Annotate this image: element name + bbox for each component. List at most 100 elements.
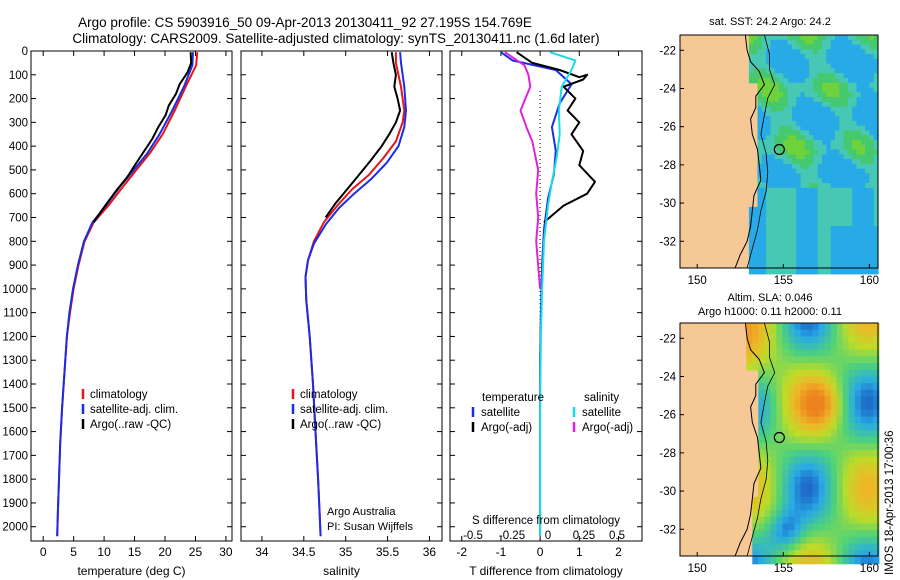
- map-cell: [783, 140, 789, 146]
- map-cell: [779, 39, 784, 46]
- map-cell: [791, 92, 797, 98]
- map-cell: [809, 235, 814, 241]
- map-cell: [854, 536, 862, 545]
- map-cell: [860, 240, 866, 246]
- map-cell: [812, 436, 820, 444]
- map-cell: [836, 543, 844, 551]
- map-cell: [842, 450, 850, 458]
- temperature-panel: 0 5 10 15 20 25 300100200300400500600700800900…: [2, 46, 232, 578]
- map-cell: [770, 87, 776, 93]
- map-cell: [843, 154, 849, 160]
- map-cell: [812, 450, 820, 458]
- map-cell: [839, 240, 845, 246]
- map-cell: [800, 135, 806, 141]
- map-cell: [839, 135, 845, 141]
- map-cell: [794, 323, 802, 331]
- map-cell: [791, 216, 797, 222]
- map-cell: [809, 68, 814, 74]
- map-cell: [869, 97, 875, 103]
- map-cell: [746, 336, 753, 344]
- map-cell: [826, 216, 832, 222]
- map-cell: [873, 235, 879, 241]
- map-cell: [835, 82, 840, 89]
- map-cell: [822, 101, 827, 108]
- map-cell: [856, 92, 862, 98]
- map-cell: [796, 226, 802, 232]
- map-cell: [796, 149, 802, 155]
- map-cell: [830, 226, 836, 232]
- map-cell: [839, 259, 845, 265]
- map-cell: [869, 82, 875, 89]
- map-cell: [761, 206, 767, 213]
- map-cell: [766, 159, 771, 165]
- map-cell: [774, 101, 780, 108]
- map-cell: [848, 396, 856, 404]
- map-cell: [830, 63, 836, 69]
- map-cell: [761, 140, 767, 146]
- map-cell: [860, 125, 866, 132]
- lon-tick-label: 160: [860, 275, 879, 287]
- map2-title-line2: Argo h1000: 0.11 h2000: 0.11: [698, 306, 842, 318]
- map-cell: [826, 97, 832, 103]
- map-cell: [804, 202, 810, 208]
- map-cell: [761, 120, 767, 127]
- map-cell: [872, 356, 880, 364]
- map-cell: [826, 54, 832, 60]
- map-cell: [830, 54, 836, 60]
- map-cell: [809, 63, 814, 69]
- map-cell: [783, 235, 789, 241]
- map-cell: [809, 92, 814, 98]
- map-cell: [757, 97, 763, 103]
- map-cell: [757, 92, 763, 98]
- map-cell: [770, 430, 777, 438]
- map-cell: [869, 73, 875, 79]
- map-cell: [788, 443, 796, 451]
- map-cell: [860, 490, 868, 498]
- map-cell: [869, 106, 875, 112]
- depth-tick-label: 1300: [2, 355, 28, 367]
- map-cell: [839, 168, 845, 175]
- map-cell: [869, 168, 875, 175]
- map-cell: [812, 503, 820, 511]
- map-cell: [794, 396, 802, 404]
- map-cell: [758, 356, 765, 364]
- map-cell: [774, 78, 780, 84]
- map-cell: [873, 173, 879, 179]
- map-cell: [865, 106, 870, 112]
- map-cell: [848, 470, 856, 478]
- map-cell: [835, 192, 840, 198]
- x-tick-label: 15: [128, 545, 142, 559]
- map-cell: [856, 101, 862, 108]
- map-cell: [865, 125, 870, 132]
- map-cell: [782, 363, 789, 371]
- map-cell: [818, 383, 826, 391]
- map-cell: [836, 343, 844, 351]
- map-cell: [839, 106, 845, 112]
- map-cell: [812, 389, 820, 398]
- map-cell: [847, 101, 853, 108]
- map-cell: [817, 54, 823, 60]
- map-cell: [847, 163, 853, 170]
- map-cell: [812, 490, 820, 498]
- map-cell: [865, 202, 870, 208]
- map-cell: [788, 343, 796, 351]
- map-cell: [842, 536, 850, 545]
- map-cell: [813, 192, 819, 198]
- map-cell: [865, 221, 870, 227]
- map-cell: [766, 149, 771, 155]
- map-cell: [836, 436, 844, 444]
- map-cell: [836, 503, 844, 511]
- map-cell: [809, 73, 814, 79]
- map-cell: [817, 87, 823, 93]
- map-cell: [766, 140, 771, 146]
- map-cell: [748, 63, 754, 69]
- map-cell: [836, 463, 844, 471]
- temperature-axes-frame: [30, 50, 233, 542]
- map-cell: [813, 259, 819, 265]
- map-cell: [847, 202, 853, 208]
- map-cell: [856, 259, 862, 265]
- map-cell: [783, 202, 789, 208]
- map-cell: [817, 97, 823, 103]
- map-cell: [869, 144, 875, 151]
- map-cell: [813, 245, 819, 251]
